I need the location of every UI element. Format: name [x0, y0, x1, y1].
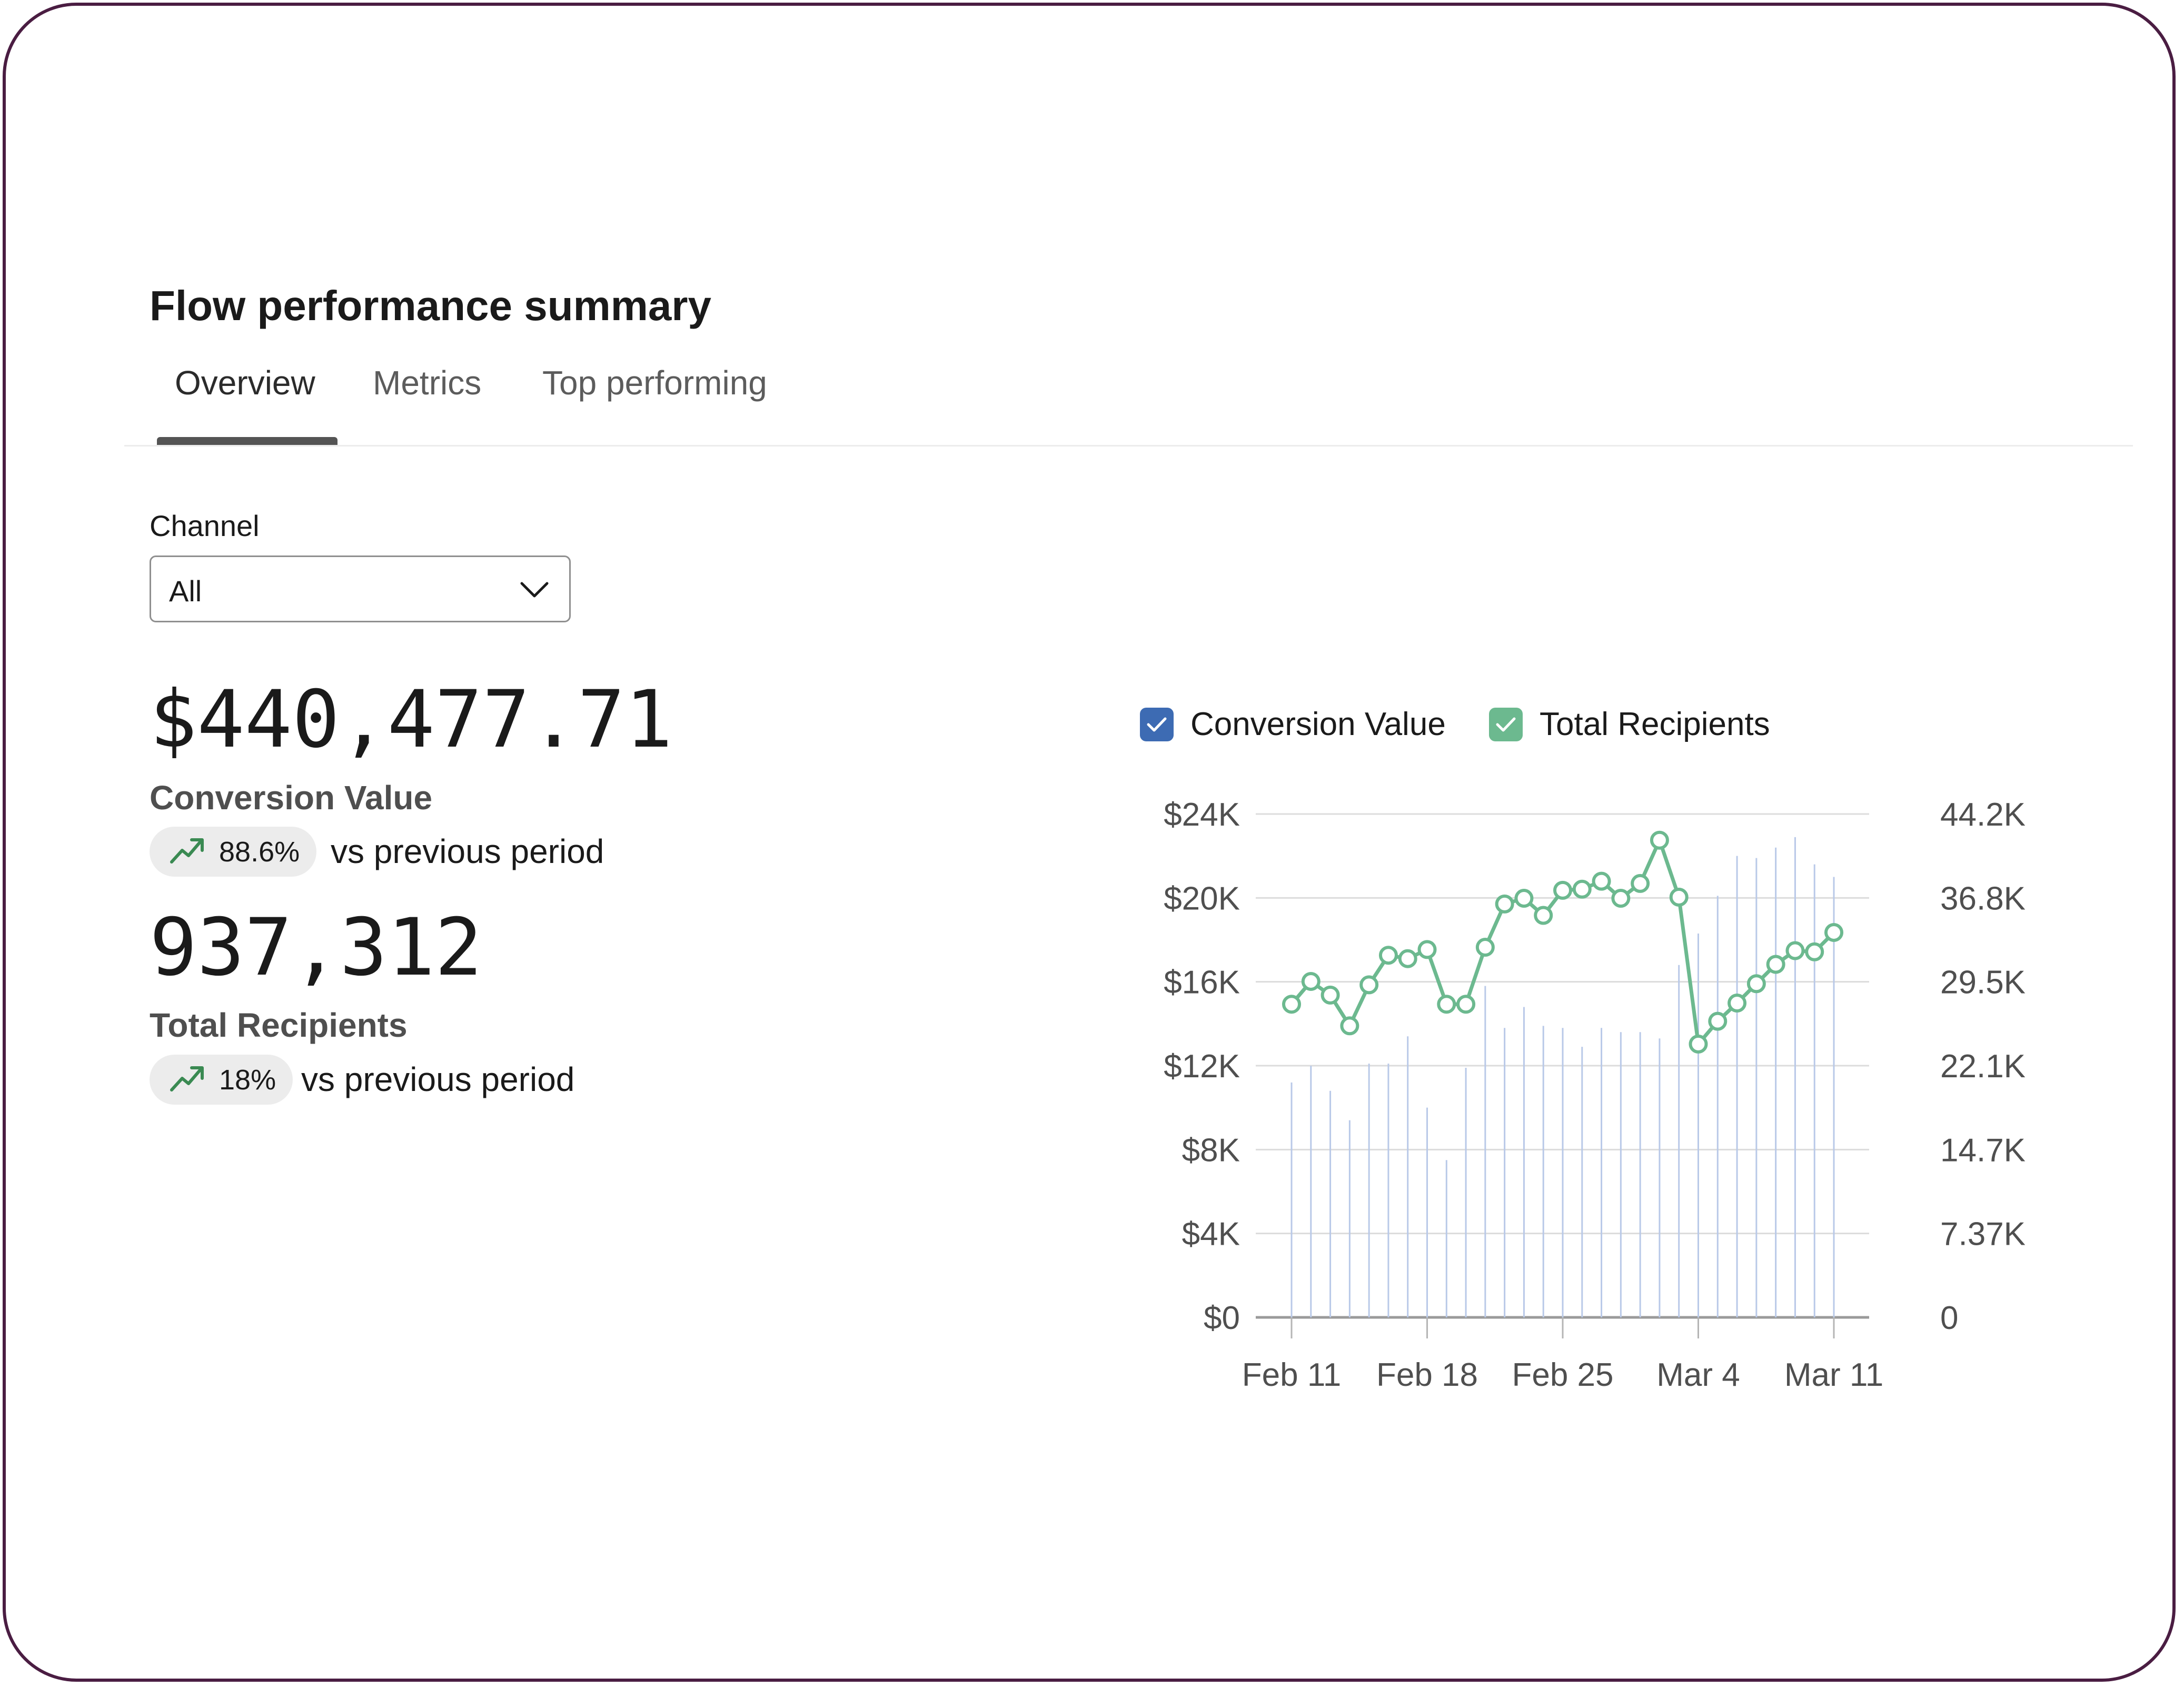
point-total-recipients [1805, 942, 1824, 961]
point-total-recipients [1592, 871, 1611, 891]
point-total-recipients [1301, 971, 1321, 991]
y-right-tick-label: 7.37K [1940, 1216, 2026, 1253]
trending-up-icon [168, 835, 219, 869]
y-left-tick-label: $8K [1182, 1132, 1240, 1168]
y-right-tick-label: 29.5K [1940, 965, 2026, 1001]
y-left-tick-label: $12K [1164, 1048, 1240, 1085]
point-total-recipients [1631, 874, 1650, 893]
point-total-recipients [1282, 995, 1301, 1014]
legend-item-total-recipients[interactable]: Total Recipients [1489, 706, 1770, 743]
page-title: Flow performance summary [150, 282, 711, 329]
recipients-compare-text: vs previous period [301, 1060, 575, 1098]
checkbox-checked-icon[interactable] [1140, 707, 1174, 741]
point-total-recipients [1553, 880, 1572, 900]
line-total-recipients [1290, 838, 1835, 1046]
point-total-recipients [1689, 1034, 1708, 1054]
point-total-recipients [1321, 985, 1340, 1005]
tab-overview[interactable]: Overview [175, 364, 315, 402]
point-total-recipients [1340, 1016, 1359, 1036]
total-recipients-amount: 937,312 [150, 902, 483, 994]
chevron-down-icon [520, 578, 549, 602]
legend-item-conversion-value[interactable]: Conversion Value [1140, 706, 1446, 743]
tabs-divider [124, 445, 2133, 446]
channel-select-value: All [169, 574, 202, 608]
point-total-recipients [1359, 975, 1379, 995]
x-tick-label: Feb 11 [1242, 1357, 1341, 1393]
point-total-recipients [1746, 974, 1766, 994]
tab-bar: Overview Metrics Top performing [124, 363, 2133, 448]
y-left-tick-label: $20K [1164, 880, 1240, 917]
point-total-recipients [1766, 955, 1785, 974]
recipients-change-value: 18% [219, 1064, 276, 1096]
point-total-recipients [1611, 889, 1631, 908]
point-total-recipients [1514, 889, 1534, 908]
point-total-recipients [1495, 894, 1514, 914]
point-total-recipients [1417, 940, 1437, 959]
point-total-recipients [1572, 879, 1592, 899]
x-tick-label: Feb 25 [1512, 1357, 1613, 1393]
point-total-recipients [1785, 941, 1805, 960]
x-tick-label: Mar 4 [1656, 1357, 1740, 1393]
point-total-recipients [1437, 995, 1456, 1014]
window-frame [3, 3, 2176, 1682]
x-tick-label: Mar 11 [1784, 1357, 1883, 1393]
tab-top-performing[interactable]: Top performing [542, 364, 767, 402]
conversion-value-label: Conversion Value [150, 779, 433, 817]
y-left-tick-label: $16K [1164, 965, 1240, 1001]
point-total-recipients [1728, 994, 1747, 1013]
point-total-recipients [1378, 946, 1398, 965]
y-right-tick-label: 0 [1940, 1300, 1958, 1336]
point-total-recipients [1669, 887, 1689, 907]
x-tick-label: Feb 18 [1376, 1357, 1478, 1393]
legend-label: Total Recipients [1540, 706, 1770, 742]
point-total-recipients [1824, 922, 1843, 942]
y-left-tick-label: $4K [1182, 1216, 1240, 1253]
y-right-tick-label: 36.8K [1940, 880, 2026, 917]
conversion-value-amount: $440,477.71 [150, 674, 673, 766]
total-recipients-label: Total Recipients [150, 1006, 408, 1044]
conversion-change-value: 88.6% [219, 836, 300, 868]
point-total-recipients [1398, 949, 1417, 968]
performance-chart: $0 0 $4K 7.37K $8K 14.7K $12K 22.1K $16K 29.5K $20… [1164, 797, 2026, 1393]
point-total-recipients [1534, 906, 1553, 925]
y-right-tick-label: 44.2K [1940, 797, 2026, 833]
recipients-change-badge: 18% [150, 1055, 293, 1105]
channel-select[interactable]: All [150, 555, 571, 622]
y-left-tick-label: $0 [1204, 1300, 1240, 1336]
y-right-tick-label: 14.7K [1940, 1132, 2026, 1168]
y-right-tick-label: 22.1K [1940, 1048, 2026, 1085]
legend-label: Conversion Value [1190, 706, 1446, 742]
point-total-recipients [1650, 830, 1669, 850]
channel-label: Channel [150, 509, 260, 542]
point-total-recipients [1475, 938, 1495, 957]
y-left-tick-label: $24K [1164, 797, 1240, 833]
trending-up-icon [168, 1063, 219, 1097]
checkbox-checked-icon[interactable] [1489, 707, 1523, 741]
point-total-recipients [1708, 1011, 1728, 1031]
point-total-recipients [1456, 995, 1476, 1014]
tab-metrics[interactable]: Metrics [373, 364, 482, 402]
conversion-compare-text: vs previous period [331, 832, 604, 870]
conversion-change-badge: 88.6% [150, 827, 317, 877]
active-tab-indicator [157, 437, 337, 446]
